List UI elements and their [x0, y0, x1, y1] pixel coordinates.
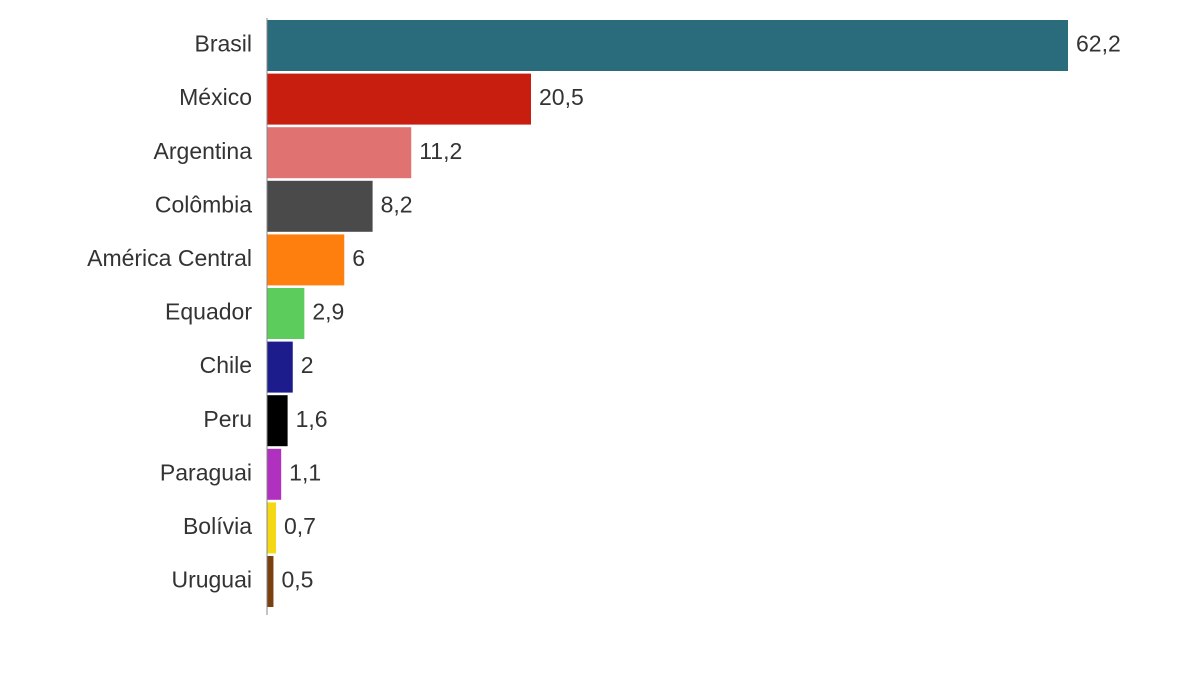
value-label: 1,6 — [296, 406, 328, 432]
bar — [267, 180, 373, 232]
category-label: Paraguai — [160, 459, 252, 485]
bar — [267, 20, 1068, 71]
bar — [267, 341, 293, 393]
category-label: Bolívia — [183, 513, 252, 539]
value-label: 6 — [352, 245, 365, 271]
value-label: 0,7 — [284, 513, 316, 539]
category-label: Peru — [203, 406, 252, 432]
bar — [267, 127, 412, 179]
category-label: Chile — [200, 352, 252, 378]
bar — [267, 73, 531, 125]
bar — [267, 448, 282, 500]
category-label: Argentina — [154, 138, 253, 164]
value-label: 2,9 — [312, 299, 344, 325]
value-label: 0,5 — [281, 567, 313, 593]
category-label: Brasil — [194, 31, 252, 57]
value-label: 2 — [301, 352, 314, 378]
bar — [267, 395, 288, 447]
value-label: 62,2 — [1076, 31, 1121, 57]
category-label: Uruguai — [171, 567, 252, 593]
value-label: 1,1 — [289, 459, 321, 485]
value-label: 11,2 — [419, 138, 462, 164]
bar — [267, 556, 274, 607]
category-label: Colômbia — [155, 191, 252, 217]
bar — [267, 234, 345, 286]
value-label: 8,2 — [381, 191, 413, 217]
category-label: Equador — [165, 299, 252, 325]
bar — [267, 288, 305, 339]
bar — [267, 502, 277, 554]
category-label: México — [179, 84, 252, 110]
category-label: América Central — [87, 245, 252, 271]
value-label: 20,5 — [539, 84, 584, 110]
